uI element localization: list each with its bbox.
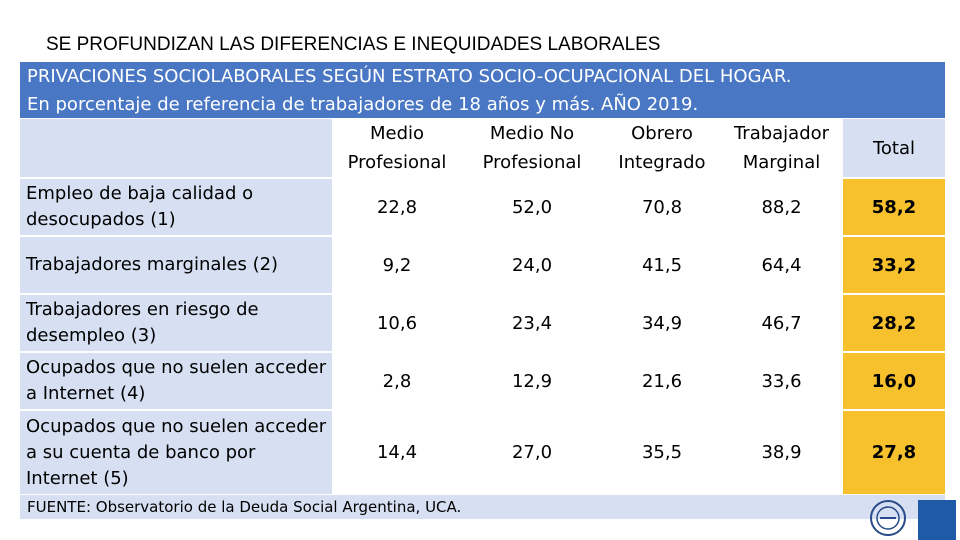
- university-seal-icon: [870, 500, 906, 536]
- value-cell: 12,9: [462, 352, 602, 411]
- total-cell: 16,0: [841, 352, 945, 411]
- value-cell: 2,8: [332, 352, 462, 411]
- value-cell: 52,0: [462, 178, 602, 237]
- value-cell: 38,9: [722, 410, 842, 496]
- table-header-row: Medio Profesional Medio No Profesional Obr…: [20, 119, 945, 179]
- value-cell: 88,2: [722, 178, 842, 237]
- data-table: Medio Profesional Medio No Profesional Obr…: [20, 119, 945, 496]
- table-subtitle: En porcentaje de referencia de trabajado…: [27, 94, 699, 115]
- value-cell: 23,4: [462, 294, 602, 353]
- total-cell: 28,2: [841, 294, 945, 353]
- header-band: [20, 62, 945, 118]
- slide-title: SE PROFUNDIZAN LAS DIFERENCIAS E INEQUID…: [46, 34, 661, 55]
- value-cell: 70,8: [602, 178, 722, 237]
- table-row: Trabajadores en riesgo de desempleo (3) …: [20, 294, 945, 353]
- value-cell: 9,2: [332, 236, 462, 295]
- row-label: Trabajadores en riesgo de desempleo (3): [20, 294, 332, 353]
- table-row: Empleo de baja calidad o desocupados (1)…: [20, 178, 945, 237]
- value-cell: 14,4: [332, 410, 462, 496]
- source-note: FUENTE: Observatorio de la Deuda Social …: [27, 498, 462, 516]
- row-label: Trabajadores marginales (2): [20, 236, 332, 295]
- total-header: Total: [841, 119, 945, 179]
- corner-brand-mark: [918, 500, 956, 540]
- value-cell: 41,5: [602, 236, 722, 295]
- value-cell: 35,5: [602, 410, 722, 496]
- value-cell: 22,8: [332, 178, 462, 237]
- value-cell: 46,7: [722, 294, 842, 353]
- row-label: Ocupados que no suelen acceder a Interne…: [20, 352, 332, 411]
- total-cell: 58,2: [841, 178, 945, 237]
- row-label: Empleo de baja calidad o desocupados (1): [20, 178, 332, 237]
- column-header: Obrero Integrado: [602, 119, 722, 179]
- column-header: Trabajador Marginal: [722, 119, 842, 179]
- column-header: Medio Profesional: [332, 119, 462, 179]
- value-cell: 64,4: [722, 236, 842, 295]
- value-cell: 33,6: [722, 352, 842, 411]
- value-cell: 24,0: [462, 236, 602, 295]
- value-cell: 21,6: [602, 352, 722, 411]
- value-cell: 10,6: [332, 294, 462, 353]
- value-cell: 34,9: [602, 294, 722, 353]
- table-row: Trabajadores marginales (2) 9,2 24,0 41,…: [20, 236, 945, 295]
- total-cell: 33,2: [841, 236, 945, 295]
- value-cell: 27,0: [462, 410, 602, 496]
- row-label: Ocupados que no suelen acceder a su cuen…: [20, 410, 332, 496]
- column-header: Medio No Profesional: [462, 119, 602, 179]
- table-title: PRIVACIONES SOCIOLABORALES SEGÚN ESTRATO…: [27, 66, 792, 87]
- total-cell: 27,8: [841, 410, 945, 496]
- footer-band: [20, 495, 945, 519]
- table-row: Ocupados que no suelen acceder a su cuen…: [20, 410, 945, 496]
- header-empty-cell: [20, 119, 332, 179]
- table-row: Ocupados que no suelen acceder a Interne…: [20, 352, 945, 411]
